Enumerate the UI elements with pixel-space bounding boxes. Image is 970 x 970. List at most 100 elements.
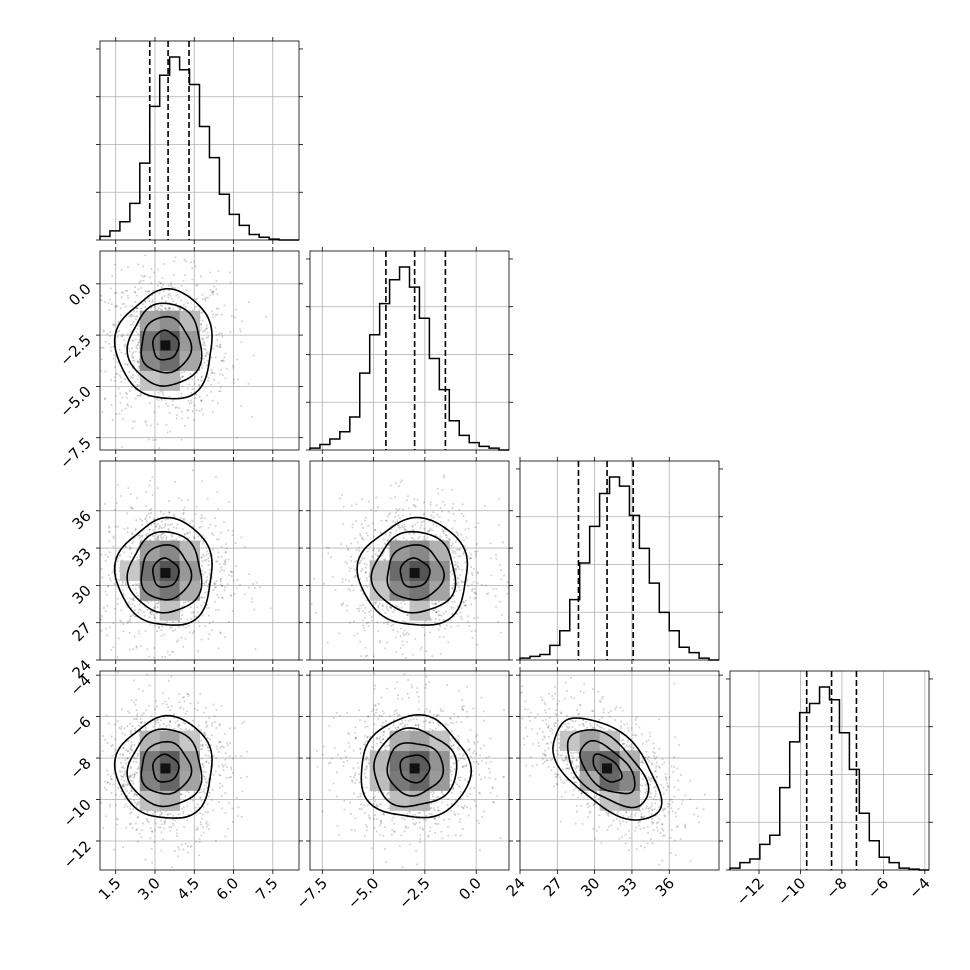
scatter-point: [243, 546, 246, 549]
scatter-point: [128, 315, 131, 318]
scatter-point: [360, 589, 363, 592]
scatter-point: [204, 571, 207, 574]
scatter-point: [124, 391, 127, 394]
scatter-point: [147, 290, 150, 293]
scatter-point: [134, 718, 137, 721]
scatter-point: [132, 799, 135, 802]
scatter-point: [200, 604, 203, 607]
scatter-point: [137, 394, 140, 397]
scatter-point: [137, 594, 140, 597]
scatter-point: [144, 254, 147, 257]
scatter-point: [201, 748, 204, 751]
scatter-point: [151, 294, 154, 297]
scatter-point: [200, 555, 203, 558]
density-panel-3-0: [96, 667, 303, 874]
scatter-point: [133, 776, 136, 779]
scatter-point: [157, 626, 160, 629]
scatter-point: [398, 526, 401, 529]
scatter-point: [404, 602, 407, 605]
scatter-point: [160, 308, 163, 311]
scatter-point: [136, 840, 139, 843]
scatter-point: [450, 544, 453, 547]
scatter-point: [176, 639, 179, 642]
scatter-point: [428, 529, 431, 532]
scatter-point: [135, 646, 138, 649]
scatter-point: [107, 584, 110, 587]
scatter-point: [205, 820, 208, 823]
scatter-point: [126, 527, 129, 530]
scatter-point: [414, 638, 417, 641]
scatter-point: [360, 569, 363, 572]
scatter-point: [129, 548, 132, 551]
scatter-point: [211, 399, 214, 402]
scatter-point: [161, 296, 164, 299]
scatter-point: [86, 575, 88, 577]
scatter-point: [203, 776, 206, 779]
density-panel-3-1: [306, 667, 513, 874]
scatter-point: [126, 757, 129, 760]
scatter-point: [168, 653, 171, 656]
scatter-point: [211, 291, 214, 294]
scatter-point: [137, 687, 140, 690]
scatter-point: [422, 513, 425, 516]
scatter-point: [371, 555, 374, 558]
scatter-point: [205, 726, 208, 729]
scatter-point: [340, 604, 343, 607]
scatter-point: [140, 829, 143, 832]
scatter-point: [389, 531, 392, 534]
scatter-point: [220, 745, 223, 748]
scatter-point: [100, 614, 103, 617]
scatter-point: [132, 356, 135, 359]
scatter-point: [169, 430, 172, 433]
scatter-point: [457, 555, 460, 558]
scatter-point: [177, 855, 180, 858]
scatter-point: [211, 410, 214, 413]
scatter-point: [202, 775, 205, 778]
scatter-point: [160, 629, 163, 632]
scatter-point: [131, 749, 134, 752]
scatter-point: [158, 292, 161, 295]
scatter-point: [100, 629, 103, 632]
scatter-point: [159, 719, 162, 722]
scatter-point: [177, 813, 180, 816]
scatter-point: [228, 776, 231, 779]
scatter-point: [122, 784, 125, 787]
scatter-point: [163, 633, 166, 636]
scatter-point: [235, 436, 238, 439]
scatter-point: [136, 333, 139, 336]
scatter-point: [231, 771, 234, 774]
scatter-point: [359, 561, 362, 564]
scatter-point: [167, 697, 170, 700]
scatter-point: [200, 525, 203, 528]
scatter-point: [230, 776, 233, 779]
scatter-point: [374, 799, 377, 802]
scatter-point: [164, 307, 167, 310]
scatter-point: [355, 520, 358, 523]
scatter-point: [126, 289, 129, 292]
scatter-point: [243, 593, 246, 596]
scatter-point: [193, 375, 196, 378]
scatter-point: [454, 560, 457, 563]
scatter-point: [455, 590, 458, 593]
scatter-point: [100, 553, 103, 556]
scatter-point: [100, 299, 103, 302]
scatter-point: [220, 568, 223, 571]
scatter-point: [456, 561, 459, 564]
scatter-point: [160, 634, 163, 637]
scatter-point: [186, 408, 189, 411]
scatter-point: [364, 606, 367, 609]
scatter-point: [416, 521, 419, 524]
scatter-point: [132, 351, 135, 354]
scatter-point: [431, 655, 434, 658]
scatter-point: [364, 741, 367, 744]
scatter-point: [183, 825, 186, 828]
scatter-point: [109, 577, 112, 580]
scatter-point: [100, 294, 103, 297]
scatter-point: [218, 741, 221, 744]
scatter-point: [239, 330, 242, 333]
scatter-point: [500, 578, 503, 581]
scatter-point: [365, 757, 368, 760]
scatter-point: [124, 289, 127, 292]
scatter-point: [126, 725, 129, 728]
